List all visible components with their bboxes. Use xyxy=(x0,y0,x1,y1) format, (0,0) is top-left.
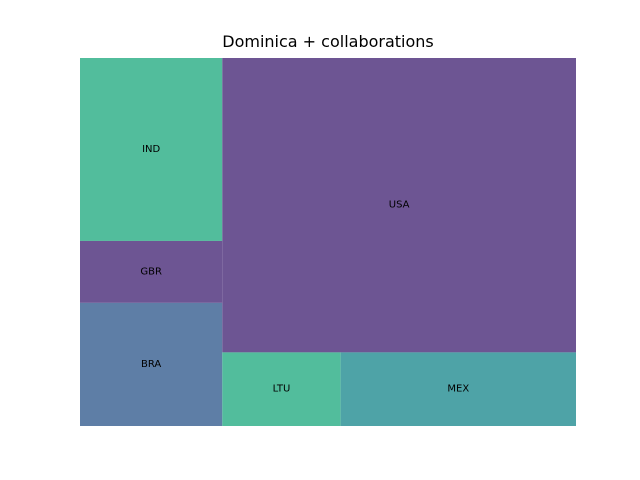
tile-usa xyxy=(222,58,577,353)
tile-mex xyxy=(340,352,576,426)
tile-label-ltu: LTU xyxy=(273,384,291,395)
tile-gbr xyxy=(80,240,223,303)
tile-label-mex: MEX xyxy=(447,384,469,395)
tile-label-ind: IND xyxy=(142,144,160,155)
tile-ind xyxy=(80,58,223,241)
tile-label-bra: BRA xyxy=(141,359,161,370)
tile-label-usa: USA xyxy=(389,200,410,211)
tile-ltu xyxy=(222,352,341,426)
tile-label-gbr: GBR xyxy=(140,266,162,277)
tile-bra xyxy=(80,302,223,426)
chart-title: Dominica + collaborations xyxy=(222,32,434,51)
